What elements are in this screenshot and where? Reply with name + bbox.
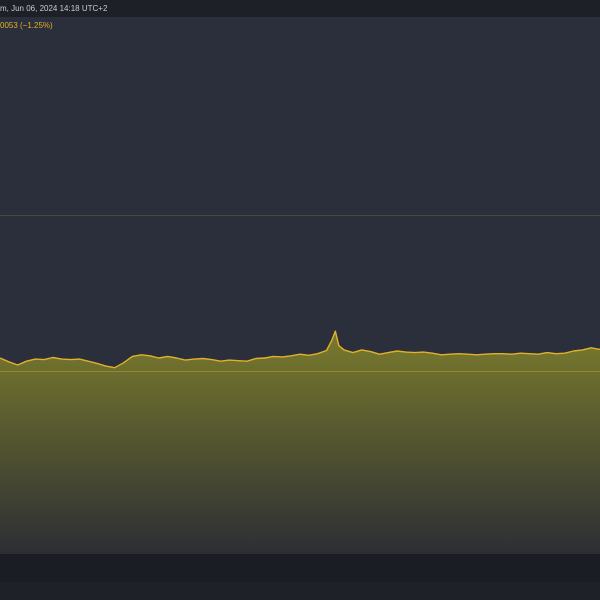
timestamp-readout: m, Jun 06, 2024 14:18 UTC+2 <box>0 4 108 13</box>
price-area-fill <box>0 331 600 554</box>
x-axis <box>0 554 600 582</box>
header-bar <box>0 0 600 17</box>
price-line <box>0 330 600 369</box>
bottom-bar <box>0 582 600 600</box>
price-change-readout: 0053 (−1.25%) <box>0 21 53 30</box>
